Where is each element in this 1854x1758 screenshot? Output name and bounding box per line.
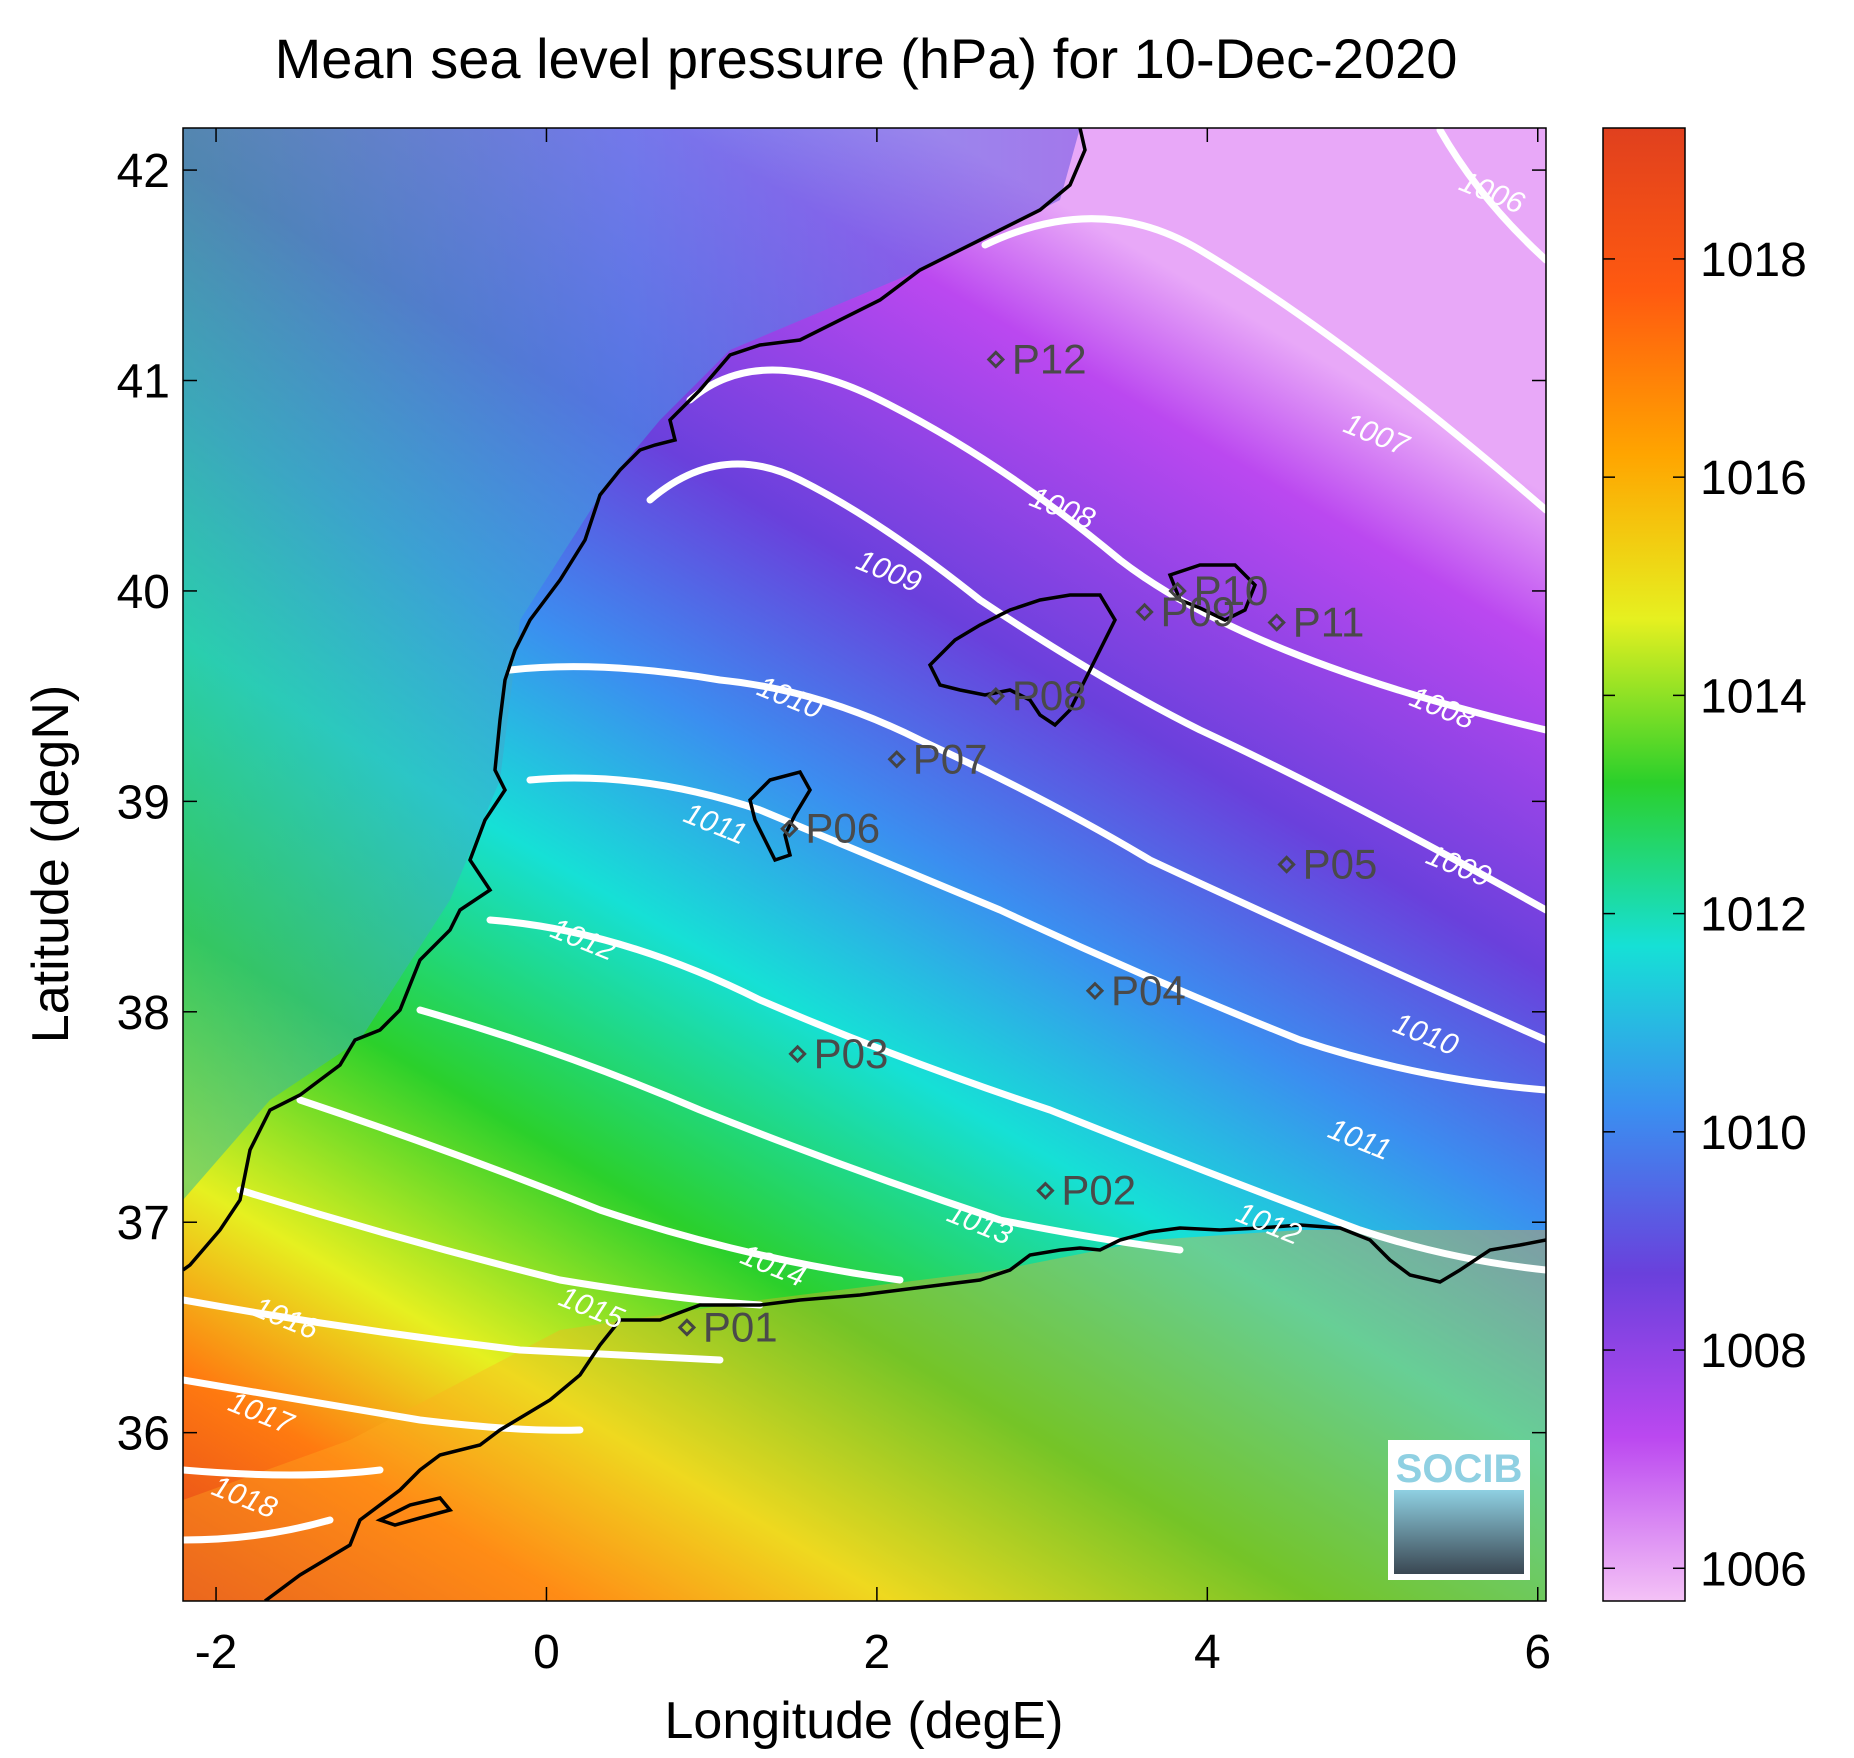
y-tick-label: 38 <box>117 987 170 1040</box>
station-marker-icon <box>1085 981 1105 1000</box>
isobar-line <box>1436 128 1546 264</box>
colorbar-tick-label: 1006 <box>1700 1543 1807 1596</box>
isobar-line <box>686 366 1546 734</box>
station-label: P09 <box>1161 588 1236 635</box>
station-label: P12 <box>1012 335 1087 382</box>
station-label: P10 <box>1194 567 1269 614</box>
isobar-line <box>981 215 1546 514</box>
station-marker-icon <box>887 750 906 769</box>
coastline <box>183 128 1546 1601</box>
socib-logo-text: SOCIB <box>1396 1447 1523 1491</box>
isobar-line <box>183 1376 584 1434</box>
station-marker-icon <box>986 686 1006 706</box>
y-tick-label: 40 <box>117 566 170 619</box>
menorca-coast <box>1167 563 1258 622</box>
plot-frame <box>182 127 1547 1602</box>
isobar-line <box>416 1006 1184 1254</box>
map-title: Mean sea level pressure (hPa) for 10-Dec… <box>275 27 1458 90</box>
colorbar-tick-label: 1008 <box>1700 1325 1807 1378</box>
station-marker-icon <box>677 1318 697 1337</box>
colorbar-tick-label: 1012 <box>1700 889 1807 942</box>
socib-logo: SOCIB <box>1388 1440 1530 1580</box>
isobar-line <box>296 1096 904 1284</box>
isobar-line <box>486 916 1546 1274</box>
station-marker-icon <box>1168 581 1187 601</box>
station-label: P07 <box>913 735 988 782</box>
station-marker-icon <box>986 350 1006 369</box>
x-tick-label: -2 <box>195 1626 238 1679</box>
station-label: P08 <box>1012 672 1087 719</box>
isobar-lines <box>183 128 1546 1544</box>
y-axis-label: Latitude (degN) <box>22 685 80 1043</box>
x-tick-label: 0 <box>533 1626 560 1679</box>
colorbar-ticks: 1006 1008 1010 1012 1014 1016 1018 <box>1603 234 1807 1596</box>
station-marker-icon <box>1135 602 1154 622</box>
mallorca-coast <box>927 593 1117 728</box>
station-marker-icon <box>1267 613 1286 632</box>
isobar-line <box>506 663 1546 1044</box>
x-tick-label: 6 <box>1524 1626 1551 1679</box>
y-tick-label: 41 <box>117 356 170 409</box>
station-label: P01 <box>703 1303 778 1350</box>
colorbar-tick-label: 1018 <box>1700 234 1807 287</box>
isobar-line <box>183 1296 724 1364</box>
station-label: P04 <box>1111 967 1186 1014</box>
x-tick-label: 2 <box>864 1626 891 1679</box>
station-marker-icon <box>1277 855 1296 874</box>
y-tick-label: 36 <box>117 1408 170 1461</box>
station-marker-icon <box>788 1044 807 1064</box>
station-label: P11 <box>1293 599 1365 646</box>
y-tick-label: 37 <box>117 1197 170 1250</box>
y-tick-label: 39 <box>117 776 170 829</box>
station-marker-icon <box>780 819 799 838</box>
station-label: P06 <box>805 805 880 852</box>
x-axis-label: Longitude (degE) <box>665 1692 1064 1750</box>
y-tick-label: 42 <box>117 145 170 198</box>
station-label: P03 <box>814 1030 889 1077</box>
x-axis-ticks: -2 0 2 4 6 <box>195 128 1551 1679</box>
colorbar-tick-label: 1014 <box>1700 670 1807 723</box>
pressure-field <box>183 128 1546 1601</box>
station-label: P02 <box>1061 1167 1136 1214</box>
ibiza-coast <box>748 769 813 863</box>
isobar-line <box>183 1516 334 1544</box>
isobar-line <box>646 460 1546 914</box>
isobar-line <box>526 774 1546 1094</box>
station-marker-icon <box>1036 1181 1055 1200</box>
colorbar-tick-label: 1010 <box>1700 1107 1807 1160</box>
colorbar <box>1602 127 1686 1602</box>
isobar-line <box>236 1186 764 1309</box>
x-tick-label: 4 <box>1194 1626 1221 1679</box>
colorbar-tick-label: 1016 <box>1700 452 1807 505</box>
y-axis-ticks: 36 37 38 39 40 41 42 <box>117 145 1546 1461</box>
isobar-line <box>183 1466 384 1479</box>
station-label: P05 <box>1303 841 1378 888</box>
